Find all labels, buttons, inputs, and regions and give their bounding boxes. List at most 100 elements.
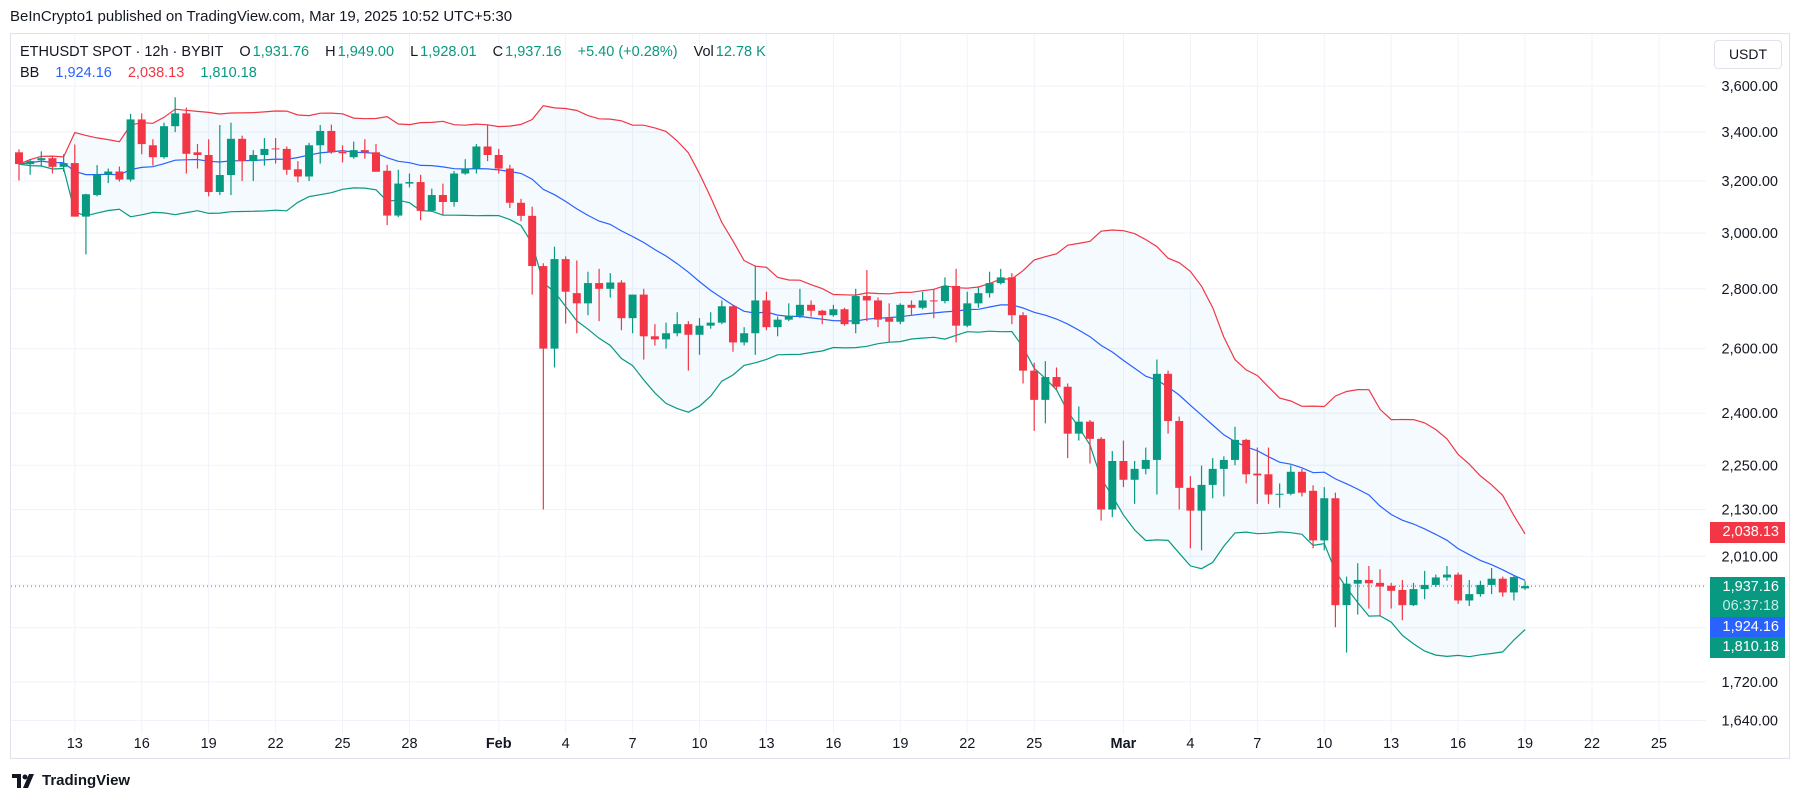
candle-body — [952, 285, 961, 326]
candle-body — [985, 283, 994, 294]
bb-lower-value: 1,810.18 — [200, 65, 257, 81]
candle-body — [115, 171, 124, 180]
candle-body — [751, 300, 760, 334]
tradingview-logo-icon — [12, 773, 34, 788]
open-label: O — [239, 44, 251, 60]
candle-body — [940, 285, 949, 302]
bb-basis-price-tag: 1,924.16 — [1710, 617, 1785, 637]
candle — [260, 138, 269, 166]
close-label: C — [492, 44, 504, 60]
candle-body — [1253, 473, 1262, 476]
candle — [305, 142, 314, 182]
candle-body — [1264, 474, 1273, 495]
price-tick-label: 3,000.00 — [1722, 226, 1778, 242]
candle-body — [907, 304, 916, 308]
candle-body — [48, 158, 57, 167]
candle-body — [539, 266, 548, 349]
candle-body — [1007, 277, 1016, 316]
date-tick-label: 13 — [758, 736, 774, 752]
candle-body — [662, 333, 671, 340]
date-tick-label: 13 — [1383, 736, 1399, 752]
candle-body — [472, 146, 481, 169]
date-tick-label: 22 — [1584, 736, 1600, 752]
time-axis[interactable]: 13 16 19 22 25 28 Feb 4 7 10 13 16 19 22 25 Mar 4 7 10 13 16… — [67, 736, 1667, 752]
candle-body — [1521, 586, 1530, 589]
candle — [807, 300, 816, 317]
date-tick-label: 13 — [67, 736, 83, 752]
candle-body — [383, 170, 392, 216]
candle — [1108, 451, 1117, 518]
tradingview-brand[interactable]: TradingView — [12, 772, 130, 789]
candle — [505, 164, 514, 208]
candle — [427, 188, 436, 212]
candle — [160, 122, 169, 159]
bb-legend: BB 1,924.16 2,038.13 1,810.18 — [20, 65, 259, 81]
candle — [1353, 563, 1362, 615]
candle — [706, 312, 715, 329]
candle-body — [1219, 459, 1228, 469]
date-tick-label: 19 — [1517, 736, 1533, 752]
last-price: 1,937.16 — [1722, 579, 1779, 595]
candle-body — [338, 151, 347, 154]
candle — [182, 107, 191, 174]
candle-body — [762, 300, 771, 328]
candle-body — [795, 304, 804, 316]
candle — [617, 280, 626, 331]
candle-body — [583, 283, 592, 304]
candle — [1398, 579, 1407, 621]
candle-body — [528, 215, 537, 267]
candle-body — [1164, 373, 1173, 421]
date-tick-label: 7 — [629, 736, 637, 752]
candle-body — [1342, 583, 1351, 606]
candle-body — [1052, 377, 1061, 387]
candle-body — [126, 119, 135, 180]
candle — [148, 139, 157, 166]
price-axis[interactable]: 3,600.00 3,400.00 3,200.00 3,000.00 2,800.00… — [1722, 79, 1778, 729]
candle-body — [349, 150, 358, 158]
candle-body — [1108, 461, 1117, 510]
date-tick-label: 7 — [1253, 736, 1261, 752]
symbol-info[interactable]: ETHUSDT SPOT · 12h · BYBIT — [20, 44, 224, 60]
candle-body — [595, 283, 604, 289]
candle-body — [1186, 487, 1195, 511]
candle — [896, 303, 905, 325]
candle — [1041, 361, 1050, 424]
date-tick-label: Mar — [1111, 736, 1137, 752]
price-tick-label: 1,720.00 — [1722, 675, 1778, 691]
candle-body — [684, 324, 693, 335]
candle-body — [706, 322, 715, 326]
symbol-legend: ETHUSDT SPOT · 12h · BYBIT O 1,931.76 H 1,… — [20, 44, 768, 60]
candle — [238, 135, 247, 182]
candle — [405, 173, 414, 188]
candle-body — [461, 168, 470, 174]
candle — [494, 148, 503, 174]
candle — [1063, 383, 1072, 459]
candle-body — [874, 300, 883, 320]
candle-body — [59, 163, 68, 167]
price-tick-label: 2,800.00 — [1722, 282, 1778, 298]
candle — [851, 288, 860, 334]
candle — [1309, 485, 1318, 549]
candle-body — [104, 171, 113, 175]
candle-body — [1030, 370, 1039, 400]
candle — [327, 124, 336, 154]
candle-body — [572, 293, 581, 304]
date-tick-label: 4 — [1186, 736, 1194, 752]
candle — [1231, 426, 1240, 466]
candle — [383, 164, 392, 226]
chart-frame — [10, 33, 1790, 759]
candle-body — [1141, 459, 1150, 469]
bb-label[interactable]: BB — [20, 65, 40, 81]
candle-body — [1041, 377, 1050, 400]
bb-upper-line — [18, 104, 1526, 535]
brand-name: TradingView — [42, 772, 131, 789]
candle-body — [1231, 439, 1240, 460]
currency-button[interactable]: USDT — [1714, 40, 1782, 69]
candle — [840, 307, 849, 326]
high-value: 1,949.00 — [337, 44, 395, 60]
candle-body — [1097, 438, 1106, 510]
candle-body — [740, 333, 749, 343]
candle — [539, 263, 548, 510]
candle-body — [918, 300, 927, 308]
